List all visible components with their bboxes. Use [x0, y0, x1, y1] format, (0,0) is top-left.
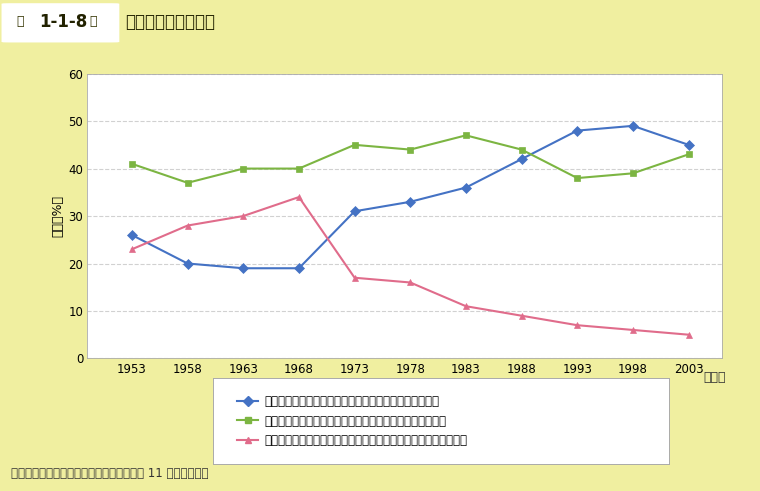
Text: 自然と人間との関係: 自然と人間との関係: [125, 13, 215, 31]
Text: 1-1-8: 1-1-8: [40, 13, 87, 31]
Text: 資料：統計数理研究所「国民性の研究　第 11 次全国調査」: 資料：統計数理研究所「国民性の研究 第 11 次全国調査」: [11, 467, 209, 480]
Text: 図: 図: [90, 15, 97, 28]
Text: 第: 第: [17, 15, 24, 28]
Text: （年）: （年）: [703, 371, 726, 383]
FancyBboxPatch shape: [2, 3, 119, 42]
Y-axis label: 割合（%）: 割合（%）: [51, 195, 64, 237]
Legend: 人間が幸福になるためには自然に従わなければならない, 人間が幸福になるためには自然を利用しなければならない, 人間が幸福になるためには自然を征服してゆかなければ: 人間が幸福になるためには自然に従わなければならない, 人間が幸福になるためには自…: [233, 390, 472, 452]
